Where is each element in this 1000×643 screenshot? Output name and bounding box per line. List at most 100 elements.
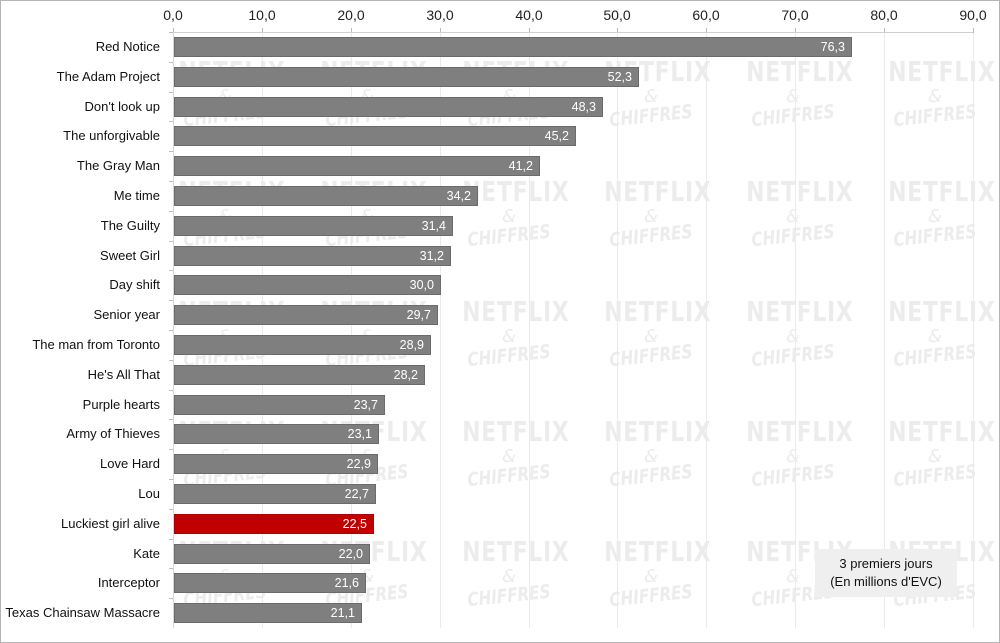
bar: 23,1 <box>174 424 379 445</box>
value-label: 41,2 <box>508 159 533 174</box>
legend-line-2: (En millions d'EVC) <box>830 574 942 589</box>
watermark-text: NETFLIX <box>604 415 712 448</box>
gridline <box>262 32 263 628</box>
bar-row: Sweet Girl 31,2 <box>0 241 1000 271</box>
x-tick <box>440 28 441 33</box>
gridline <box>529 32 530 628</box>
watermark-text: NETFLIX <box>604 535 712 568</box>
watermark-text: NETFLIX <box>746 175 854 208</box>
watermark: NETFLIX&CHIFFRES <box>449 535 570 612</box>
gridline <box>617 32 618 628</box>
x-tick-label: 80,0 <box>870 7 898 23</box>
category-label: Luckiest girl alive <box>61 515 160 531</box>
bar: 22,7 <box>174 484 376 504</box>
watermark-text: NETFLIX <box>888 295 996 328</box>
watermark-text: NETFLIX <box>462 535 570 568</box>
bar-row: He's All That 28,2 <box>0 360 1000 390</box>
category-label: Senior year <box>93 307 160 323</box>
value-label: 22,7 <box>344 487 369 501</box>
x-tick-label: 40,0 <box>515 7 543 23</box>
value-label: 22,5 <box>342 516 367 531</box>
value-label: 48,3 <box>571 99 596 114</box>
watermark-text: NETFLIX <box>462 295 570 328</box>
value-label: 34,2 <box>446 189 471 203</box>
category-label: Don't look up <box>84 98 160 114</box>
legend-line-1: 3 premiers jours <box>839 556 933 571</box>
bar-row: Me time 34,2 <box>0 181 1000 211</box>
value-label: 52,3 <box>607 69 632 84</box>
x-tick <box>706 28 707 33</box>
bar-row: Purple hearts 23,7 <box>0 390 1000 420</box>
watermark-text: & <box>501 566 517 587</box>
y-tick <box>169 181 173 182</box>
watermark-text: & <box>643 326 659 347</box>
bar: 28,9 <box>174 335 431 355</box>
watermark: NETFLIX&CHIFFRES <box>449 178 569 252</box>
x-tick <box>973 28 974 33</box>
category-label: Texas Chainsaw Massacre <box>5 605 160 621</box>
value-label: 28,2 <box>393 367 418 382</box>
bar: 21,1 <box>174 603 362 624</box>
bar: 76,3 <box>174 37 852 57</box>
y-tick <box>169 449 173 451</box>
y-tick <box>169 538 173 540</box>
bar-row: The Adam Project 52,3 <box>0 62 1000 92</box>
y-tick <box>169 359 173 361</box>
value-label: 22,9 <box>346 457 371 472</box>
watermark: NETFLIX&CHIFFRES <box>591 178 711 252</box>
y-tick <box>169 330 173 331</box>
gridline <box>440 32 441 628</box>
bar-row: Day shift 30,0 <box>0 270 1000 300</box>
value-label: 76,3 <box>820 40 845 54</box>
watermark-text: NETFLIX <box>746 55 854 88</box>
watermark-text: NETFLIX <box>746 415 854 448</box>
y-tick <box>169 568 173 570</box>
bar-row: The man from Toronto 28,9 <box>0 330 1000 360</box>
watermark: NETFLIX&CHIFFRES <box>591 535 712 612</box>
category-label: Interceptor <box>97 575 160 591</box>
watermark-text: & <box>927 206 943 227</box>
watermark-text: & <box>643 86 659 107</box>
watermark: NETFLIX&CHIFFRES <box>591 415 712 492</box>
category-label: He's All That <box>87 366 160 382</box>
y-tick <box>169 91 173 93</box>
bar: 30,0 <box>174 275 441 296</box>
x-tick <box>884 28 885 33</box>
category-label: The Gray Man <box>76 158 160 174</box>
value-label: 21,6 <box>334 576 359 591</box>
bar: 48,3 <box>174 96 603 117</box>
x-tick <box>795 28 796 33</box>
category-label: Sweet Girl <box>100 247 160 263</box>
bar: 41,2 <box>174 156 540 177</box>
y-tick <box>169 270 173 272</box>
bar-row: The Gray Man 41,2 <box>0 151 1000 181</box>
bar: 34,2 <box>174 186 478 206</box>
bar-row: Senior year 29,7 <box>0 300 1000 330</box>
bar-row: The unforgivable 45,2 <box>0 121 1000 151</box>
category-label: The unforgivable <box>63 128 160 144</box>
bar: 31,2 <box>174 245 451 266</box>
watermark-text: & <box>927 326 943 347</box>
value-label: 29,7 <box>406 308 431 323</box>
category-label: Lou <box>138 486 160 501</box>
watermark: NETFLIX&CHIFFRES <box>875 295 996 372</box>
watermark: NETFLIX&CHIFFRES <box>449 295 570 372</box>
y-tick <box>169 508 173 510</box>
bar-row: Red Notice 76,3 <box>0 32 1000 62</box>
watermark-text: NETFLIX <box>888 175 996 208</box>
legend-box: 3 premiers jours (En millions d'EVC) <box>815 549 957 597</box>
bar-row: Love Hard 22,9 <box>0 449 1000 479</box>
x-tick <box>617 28 618 33</box>
bar: 23,7 <box>174 394 385 415</box>
watermark: NETFLIX&CHIFFRES <box>733 298 853 372</box>
value-label: 22,0 <box>338 546 363 561</box>
y-tick <box>169 61 173 63</box>
watermark-text: & <box>643 566 659 587</box>
value-label: 45,2 <box>544 129 569 144</box>
bar: 21,6 <box>174 573 366 594</box>
y-tick <box>169 419 173 421</box>
category-label: Kate <box>133 545 160 561</box>
watermark-text: & <box>785 326 801 347</box>
value-label: 23,1 <box>347 427 372 442</box>
highlighted-bar: 22,5 <box>174 513 374 534</box>
